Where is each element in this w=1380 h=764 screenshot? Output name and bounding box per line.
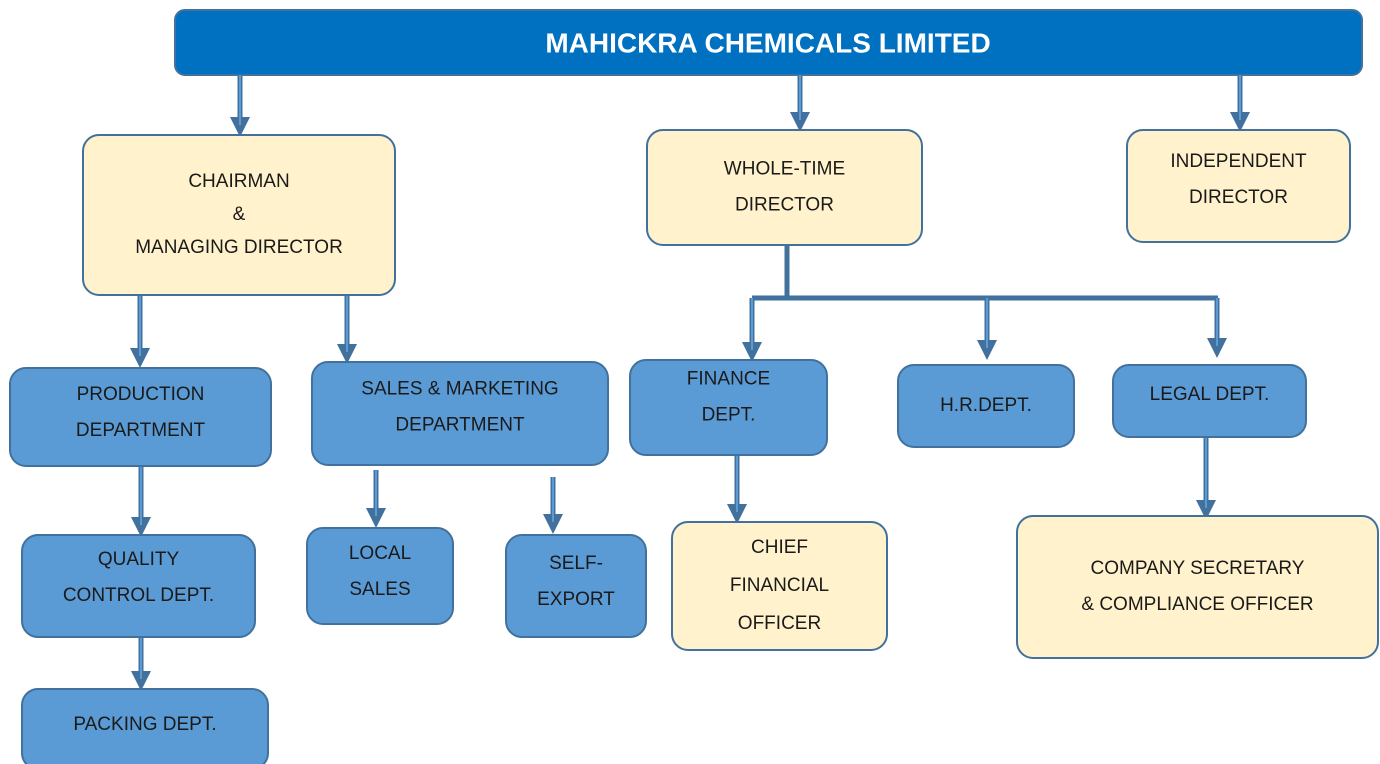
node-label: PRODUCTION: [77, 384, 205, 405]
node: PACKING DEPT.: [21, 688, 269, 764]
node-label: COMPANY SECRETARY: [1091, 558, 1305, 579]
node-label: CONTROL DEPT.: [63, 585, 214, 606]
node-label: DEPARTMENT: [76, 420, 206, 441]
node-label: SALES: [349, 579, 410, 600]
node: LOCAL SALES: [306, 527, 454, 625]
node-box: [21, 534, 256, 638]
node-label: CHAIRMAN: [188, 171, 289, 192]
node-box: [1112, 364, 1307, 438]
node-label: INDEPENDENT: [1170, 151, 1307, 172]
node-box: [1016, 515, 1379, 659]
node-label: & COMPLIANCE OFFICER: [1081, 594, 1313, 615]
node: PRODUCTION DEPARTMENT: [9, 367, 272, 467]
node-box: [629, 359, 828, 456]
node-label: PACKING DEPT.: [73, 714, 216, 735]
node-label: SALES & MARKETING: [361, 379, 558, 400]
node: SALES & MARKETING DEPARTMENT: [311, 361, 609, 466]
node-label: LOCAL: [349, 543, 411, 564]
node-label: &: [233, 204, 246, 225]
node: LEGAL DEPT.: [1112, 364, 1307, 438]
node-box: [646, 129, 923, 246]
connectors: [130, 75, 1250, 691]
node-label: WHOLE-TIME: [724, 159, 845, 180]
title-box: [174, 9, 1363, 76]
node-label: DIRECTOR: [735, 195, 834, 216]
node-box: [505, 534, 647, 638]
node: CHAIRMAN & MANAGING DIRECTOR: [82, 134, 396, 296]
node: H.R.DEPT.: [897, 364, 1075, 448]
node-box: [21, 688, 269, 764]
node-box: [897, 364, 1075, 448]
node-box: [1126, 129, 1351, 243]
node: COMPANY SECRETARY & COMPLIANCE OFFICER: [1016, 515, 1379, 659]
node-label: EXPORT: [537, 589, 615, 610]
node-label: QUALITY: [98, 549, 180, 570]
node-box: [306, 527, 454, 625]
node-label: CHIEF: [751, 537, 808, 558]
node: WHOLE-TIME DIRECTOR: [646, 129, 923, 246]
node-label: LEGAL DEPT.: [1150, 384, 1270, 405]
node-box: [311, 361, 609, 466]
node-label: DEPARTMENT: [395, 415, 525, 436]
node-label: H.R.DEPT.: [940, 395, 1032, 416]
node-box: [671, 521, 888, 651]
node: INDEPENDENT DIRECTOR: [1126, 129, 1351, 243]
node-box: [82, 134, 396, 296]
node-label: FINANCE: [687, 369, 770, 390]
title: MAHICKRA CHEMICALS LIMITED: [545, 27, 990, 58]
node-label: SELF-: [549, 553, 603, 574]
node-label: FINANCIAL: [730, 575, 829, 596]
node: FINANCE DEPT.: [629, 359, 828, 456]
node-label: DEPT.: [702, 405, 756, 426]
node-label: DIRECTOR: [1189, 187, 1288, 208]
node-box: [9, 367, 272, 467]
node-label: OFFICER: [738, 613, 821, 634]
node: CHIEF FINANCIAL OFFICER: [671, 521, 888, 651]
connector: [752, 245, 1218, 301]
node: QUALITY CONTROL DEPT.: [21, 534, 256, 638]
node: SELF- EXPORT: [505, 534, 647, 638]
node-label: MANAGING DIRECTOR: [135, 237, 343, 258]
